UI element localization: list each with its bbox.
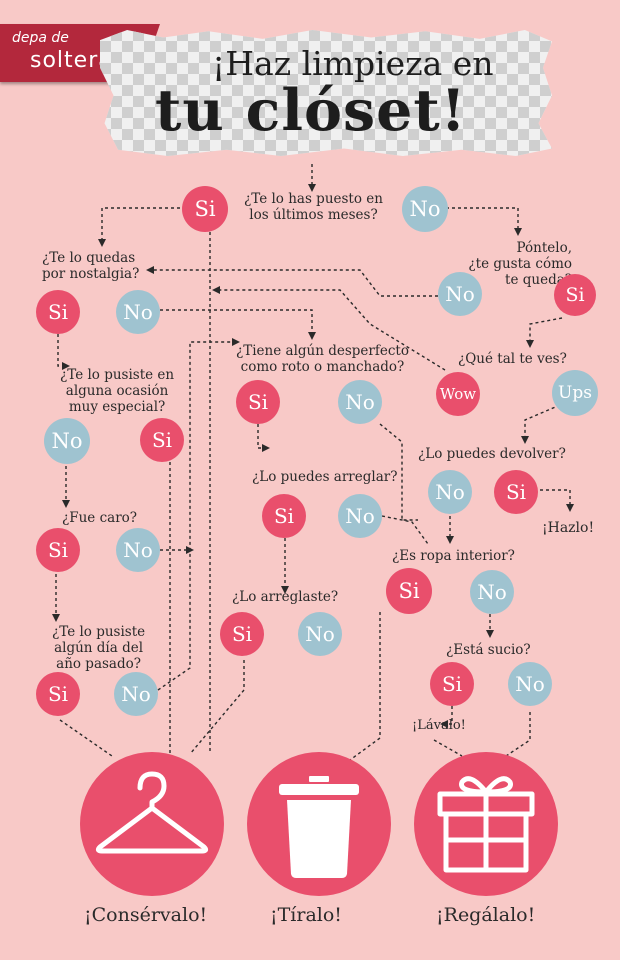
trash-can-icon: [279, 776, 359, 878]
question-underwear: ¿Es ropa interior?: [392, 548, 515, 564]
arrow-si7-hazlo: [540, 489, 574, 512]
line-si11-down: [189, 660, 245, 755]
answer-si-dirty: Si: [430, 662, 474, 706]
answer-si-damaged: Si: [236, 380, 280, 424]
answer-no-underwear: No: [470, 570, 514, 614]
line-no8-q10: [381, 515, 429, 545]
answer-no-nostalgia: No: [116, 290, 160, 334]
outcome-toss-circle: [247, 752, 391, 896]
title-torn-paper: [100, 30, 552, 156]
action-do-it: ¡Hazlo!: [542, 520, 595, 536]
question-try-it-on: Póntelo, ¿te gusta cómo te queda?: [468, 240, 572, 288]
arrow-si2-q4: [526, 317, 563, 348]
question-damaged: ¿Tiene algún desperfecto como roto o man…: [236, 343, 409, 375]
answer-si-expensive: Si: [36, 528, 80, 572]
line-si12-conservar: [59, 719, 113, 757]
answer-si-worn-recently: Si: [182, 186, 228, 232]
question-special-occasion: ¿Te lo pusiste en alguna ocasión muy esp…: [60, 367, 175, 415]
answer-no-dirty: No: [508, 662, 552, 706]
action-wash-it: ¡Lávalo!: [412, 718, 466, 733]
answer-no-worn-last-year: No: [114, 672, 158, 716]
question-expensive: ¿Fue caro?: [62, 510, 138, 526]
outcome-gift-circle: [414, 752, 558, 896]
question-can-fix: ¿Lo puedes arreglar?: [252, 469, 398, 485]
answer-si-try-it-on: Si: [554, 274, 596, 316]
question-did-you-fix: ¿Lo arreglaste?: [232, 589, 339, 605]
arrow-wow-q3: [212, 286, 446, 371]
answer-wow: Wow: [436, 372, 480, 416]
line-si10-tirar: [349, 612, 381, 761]
answer-si-underwear: Si: [386, 568, 432, 614]
arrow-no3-q5: [160, 309, 316, 340]
answer-no-can-return: No: [428, 470, 472, 514]
brand-line-1: depa de: [12, 30, 69, 46]
question-nostalgia: ¿Te lo quedas por nostalgia?: [42, 250, 140, 282]
outcome-label-keep: ¡Consérvalo!: [84, 904, 208, 926]
answer-no-expensive: No: [116, 528, 160, 572]
line-lavalo-regalar: [433, 739, 463, 757]
question-worn-recently: ¿Te lo has puesto en los últimos meses?: [244, 191, 383, 223]
arrow-si-q3: [98, 207, 186, 247]
gift-icon: [437, 776, 535, 873]
question-dirty: ¿Está sucio?: [446, 642, 531, 658]
answer-si-worn-last-year: Si: [36, 672, 80, 716]
answer-no-did-you-fix: No: [298, 612, 342, 656]
answer-si-can-return: Si: [494, 470, 538, 514]
answer-no-special-occasion: No: [44, 418, 90, 464]
line-no13-regalar: [505, 712, 531, 757]
answer-no-try-it-on: No: [438, 272, 482, 316]
arrow-si5-q8: [257, 424, 270, 452]
answer-si-special-occasion: Si: [140, 418, 184, 462]
arrow-si3-q6: [57, 334, 70, 370]
arrow-no12-q5: [157, 338, 240, 691]
brand-line-2: soltera: [30, 48, 113, 73]
answer-si-did-you-fix: Si: [220, 612, 264, 656]
answer-no-can-fix: No: [338, 494, 382, 538]
title-line-2: tu clóset!: [155, 77, 467, 144]
arrow-no2-q3: [146, 266, 438, 297]
answer-ups: Ups: [552, 370, 598, 416]
question-worn-last-year: ¿Te lo pusiste algún día del año pasado?: [52, 624, 146, 672]
line-no5-down: [379, 423, 418, 521]
title-line-1: ¡Haz limpieza en: [212, 44, 494, 83]
arrow-no-q2: [446, 207, 522, 236]
outcome-label-give: ¡Regálalo!: [436, 904, 536, 926]
arrow-si13-lavalo: [440, 706, 453, 728]
question-how-it-looks: ¿Qué tal te ves?: [458, 351, 567, 367]
question-can-return: ¿Lo puedes devolver?: [418, 446, 566, 462]
answer-si-can-fix: Si: [262, 494, 306, 538]
answer-no-worn-recently: No: [402, 186, 448, 232]
answer-si-nostalgia: Si: [36, 290, 80, 334]
hanger-icon: [95, 771, 209, 854]
outcome-label-toss: ¡Tíralo!: [270, 904, 342, 926]
outcome-keep-circle: [80, 752, 224, 896]
arrow-ups-q7: [521, 404, 561, 444]
answer-no-damaged: No: [338, 380, 382, 424]
